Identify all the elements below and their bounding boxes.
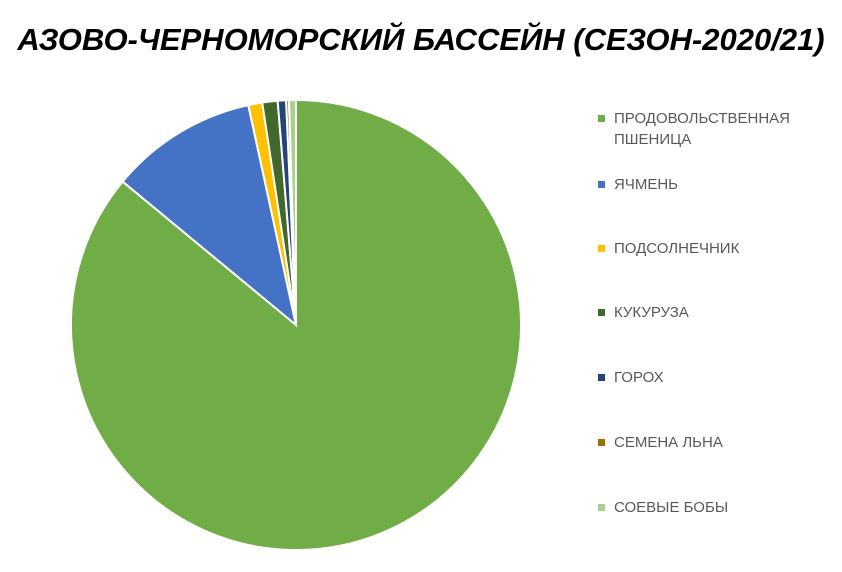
legend-label: СОЕВЫЕ БОБЫ [614, 499, 729, 516]
legend-swatch [598, 439, 605, 446]
legend-swatch [598, 115, 605, 122]
legend-swatch [598, 374, 605, 381]
pie-slice [121, 103, 298, 328]
legend-label: ГОРОХ [614, 369, 664, 386]
legend-item: СОЕВЫЕ БОБЫ [598, 497, 828, 518]
legend-label: СЕМЕНА ЛЬНА [614, 434, 723, 451]
chart-title: АЗОВО-ЧЕРНОМОРСКИЙ БАССЕЙН (СЕЗОН-2020/2… [17, 22, 825, 57]
legend-label: КУКУРУЗА [614, 304, 689, 321]
legend-label: ПРОДОВОЛЬСТВЕННАЯ ПШЕНИЦА [614, 110, 790, 148]
legend-swatch [598, 309, 605, 316]
legend-swatch [598, 245, 605, 252]
legend-swatch [598, 504, 605, 511]
legend-item: СЕМЕНА ЛЬНА [598, 432, 828, 453]
legend-label: ПОДСОЛНЕЧНИК [614, 240, 740, 257]
legend-label: ЯЧМЕНЬ [614, 176, 679, 193]
legend-item: ЯЧМЕНЬ [598, 174, 828, 195]
legend-item: ПРОДОВОЛЬСТВЕННАЯ ПШЕНИЦА [598, 108, 828, 150]
legend-swatch [598, 181, 605, 188]
legend-item: КУКУРУЗА [598, 302, 828, 323]
pie-slice [287, 98, 297, 326]
legend-item: ПОДСОЛНЕЧНИК [598, 238, 828, 259]
legend-item: ГОРОХ [598, 367, 828, 388]
